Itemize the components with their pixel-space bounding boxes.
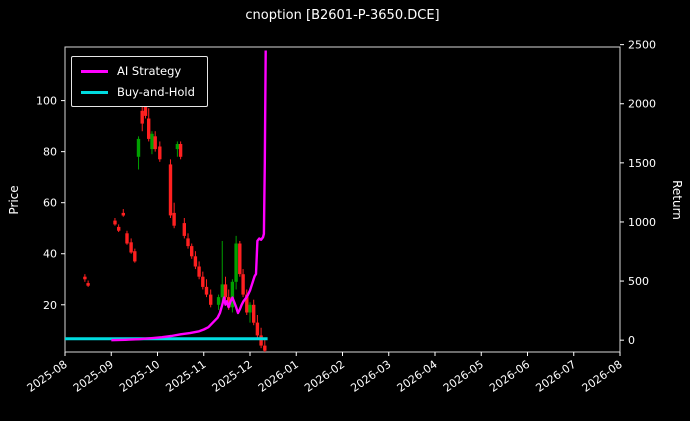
candle-body bbox=[197, 266, 201, 277]
candle-body bbox=[117, 226, 121, 231]
x-tick-label: 2026-02 bbox=[302, 358, 347, 395]
candle-body bbox=[125, 233, 129, 244]
candle-body bbox=[238, 243, 242, 275]
x-tick-label: 2025-10 bbox=[117, 358, 162, 395]
price-tick-label: 100 bbox=[36, 95, 57, 108]
legend-item-ai-strategy: AI Strategy bbox=[81, 64, 195, 78]
return-tick-label: 0 bbox=[628, 334, 635, 347]
legend: AI Strategy Buy-and-Hold bbox=[71, 56, 208, 107]
candle-body bbox=[241, 274, 245, 295]
candle-body bbox=[175, 144, 180, 150]
x-tick-label: 2025-12 bbox=[210, 358, 255, 395]
candle-body bbox=[204, 286, 209, 295]
candle-body bbox=[230, 281, 235, 308]
candle-body bbox=[182, 223, 186, 236]
ai-strategy-line bbox=[111, 50, 267, 342]
candle-body bbox=[259, 335, 263, 346]
price-tick-label: 20 bbox=[43, 299, 57, 312]
return-tick-label: 2500 bbox=[628, 39, 656, 52]
candle-body bbox=[86, 283, 90, 286]
chart-title: cnoption [B2601-P-3650.DCE] bbox=[245, 8, 440, 23]
candle-body bbox=[186, 238, 190, 247]
candle-body bbox=[147, 118, 151, 139]
price-axis-label: Price bbox=[7, 185, 21, 215]
x-tick-label: 2025-09 bbox=[71, 358, 116, 395]
price-tick-label: 80 bbox=[43, 146, 57, 159]
return-axis-label: Return bbox=[670, 180, 684, 220]
candle-body bbox=[209, 294, 213, 305]
candle-body bbox=[178, 144, 183, 157]
return-tick-label: 2000 bbox=[628, 98, 656, 111]
candle-body bbox=[216, 297, 221, 305]
candle-body bbox=[168, 164, 173, 216]
x-tick-label: 2026-04 bbox=[395, 358, 440, 395]
candle-body bbox=[220, 284, 224, 298]
legend-item-buy-and-hold: Buy-and-Hold bbox=[81, 85, 195, 99]
candle-body bbox=[121, 212, 125, 216]
return-tick-label: 1000 bbox=[628, 216, 656, 229]
candle-body bbox=[190, 246, 194, 257]
x-tick-label: 2026-07 bbox=[533, 358, 578, 395]
x-tick-label: 2026-05 bbox=[441, 358, 486, 395]
return-tick-label: 500 bbox=[628, 275, 649, 288]
x-tick-label: 2025-11 bbox=[163, 358, 208, 395]
x-tick-label: 2026-06 bbox=[487, 358, 532, 395]
candle-body bbox=[150, 133, 154, 150]
candle-body bbox=[263, 345, 267, 351]
candle-body bbox=[133, 251, 137, 262]
candle-body bbox=[223, 284, 228, 298]
buy-and-hold-line-swatch bbox=[81, 90, 108, 94]
legend-label-ai-strategy: AI Strategy bbox=[117, 64, 182, 78]
x-tick-label: 2026-01 bbox=[256, 358, 301, 395]
candle-body bbox=[129, 242, 133, 253]
candle-body bbox=[248, 304, 252, 313]
candle-body bbox=[158, 146, 162, 160]
x-tick-label: 2026-08 bbox=[580, 358, 625, 395]
candle-body bbox=[140, 110, 144, 124]
candle-body bbox=[153, 136, 157, 150]
x-tick-label: 2026-03 bbox=[348, 358, 393, 395]
candle-body bbox=[252, 304, 256, 323]
x-tick-label: 2025-08 bbox=[25, 358, 70, 395]
price-tick-label: 60 bbox=[43, 197, 57, 210]
candle-body bbox=[227, 297, 231, 308]
candle-body bbox=[201, 276, 205, 287]
candle-body bbox=[245, 294, 249, 313]
candle-body bbox=[172, 212, 176, 226]
candle-body bbox=[83, 276, 87, 280]
candle-body bbox=[136, 138, 141, 157]
candle-body bbox=[234, 243, 238, 282]
candle-body bbox=[193, 256, 198, 267]
candle-body bbox=[255, 322, 260, 336]
return-tick-label: 1500 bbox=[628, 157, 656, 170]
price-tick-label: 40 bbox=[43, 248, 57, 261]
candle-body bbox=[113, 220, 117, 225]
legend-label-buy-and-hold: Buy-and-Hold bbox=[117, 85, 195, 99]
ai-strategy-line-swatch bbox=[81, 69, 108, 73]
